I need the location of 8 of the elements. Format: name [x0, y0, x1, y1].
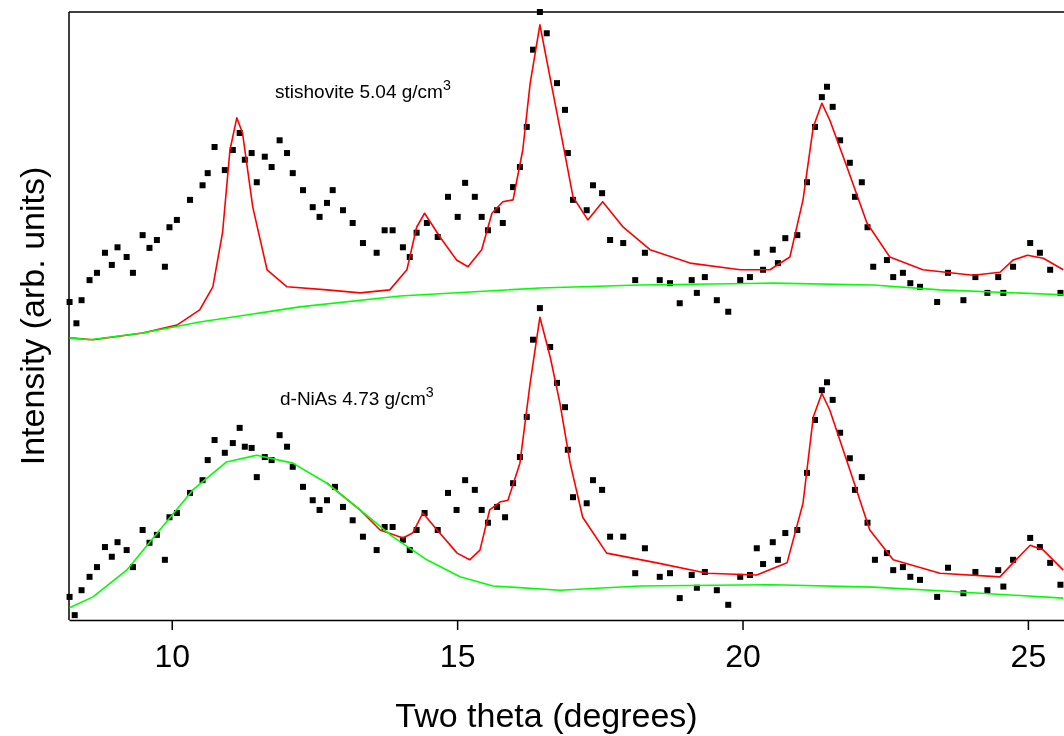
x-tick-label: 20 — [725, 637, 761, 674]
annotation: stishovite 5.04 g/cm$^{3}$ — [275, 77, 451, 102]
x-axis-title: Two theta (degrees) — [395, 696, 698, 734]
x-tick-label: 15 — [439, 637, 476, 674]
x-tick-label: 25 — [1010, 637, 1047, 674]
y-axis-title: Intensity (arb. units) — [13, 166, 51, 466]
x-tick-label: 10 — [154, 637, 191, 674]
annotation: d-NiAs 4.73 g/cm$^{3}$ — [280, 384, 434, 409]
